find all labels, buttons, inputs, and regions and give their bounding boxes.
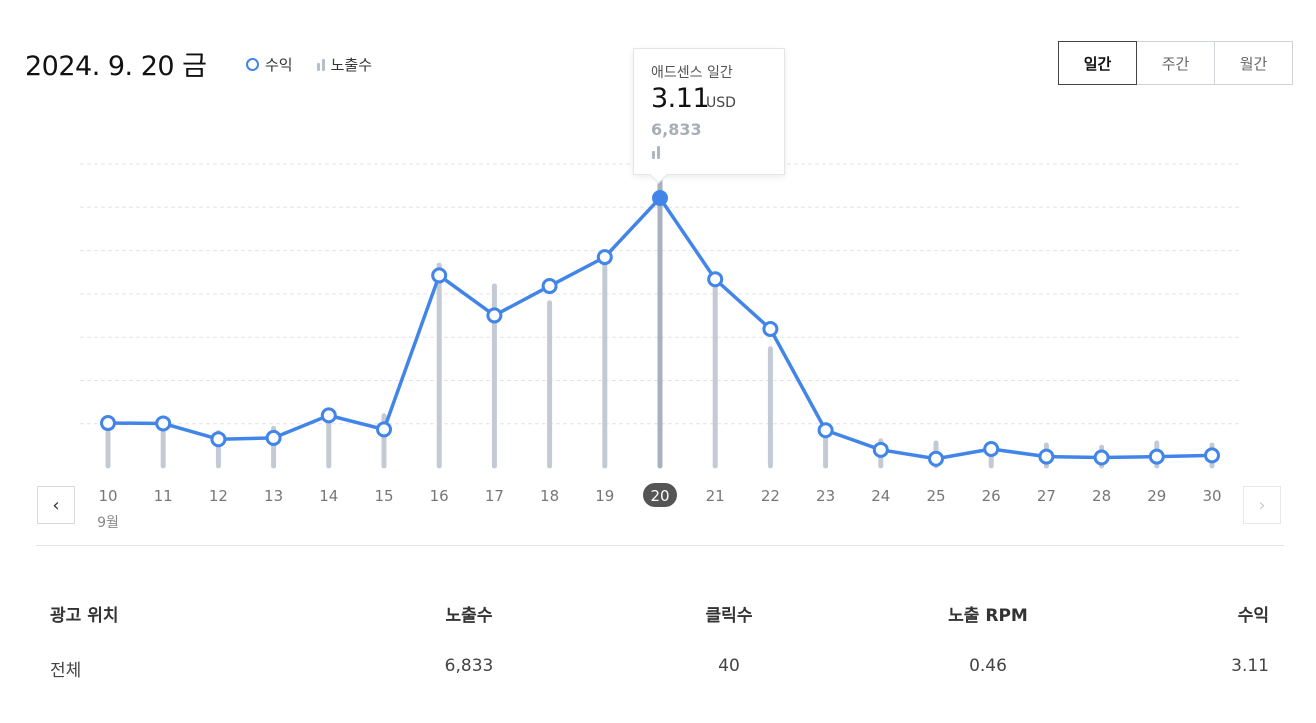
- x-tick-label: 14: [319, 487, 338, 505]
- header-placement: 광고 위치: [50, 606, 119, 626]
- revenue-point: [431, 267, 448, 284]
- revenue-point: [817, 422, 834, 439]
- tooltip-unit: USD: [706, 95, 736, 111]
- x-tick-label: 17: [485, 487, 504, 505]
- selected-day-badge: [643, 483, 677, 507]
- revenue-point: [1204, 447, 1220, 464]
- impressions-icon: [652, 146, 660, 159]
- x-tick-label: 25: [926, 487, 945, 505]
- x-tick-label: 30: [1202, 487, 1221, 505]
- revenue-point: [1148, 448, 1165, 465]
- revenue-legend-icon: [246, 58, 259, 71]
- revenue-point: [541, 278, 558, 295]
- tooltip-impressions: 6,833: [651, 120, 702, 139]
- revenue-point: [707, 271, 724, 288]
- revenue-point-selected: [652, 190, 668, 206]
- revenue-chart: 10 11 12 13 14 15 16 17 18 19 20 21 22 23 24 25 26 27 28 29…: [80, 163, 1240, 531]
- x-tick-label: 10: [98, 487, 117, 505]
- cell-clicks: 40: [718, 656, 740, 676]
- tab-daily[interactable]: 일간: [1058, 41, 1137, 85]
- x-tick-label: 23: [816, 487, 835, 505]
- revenue-point: [596, 249, 613, 266]
- x-tick-label: 28: [1092, 487, 1111, 505]
- x-tick-label: 27: [1037, 487, 1056, 505]
- header-impressions: 노출수: [445, 606, 493, 626]
- revenue-point: [1038, 448, 1055, 465]
- tooltip-value: 3.11: [651, 83, 710, 114]
- tooltip-title: 애드센스 일간: [651, 65, 733, 81]
- revenue-point: [265, 429, 282, 446]
- cell-revenue: 3.11: [1231, 656, 1269, 676]
- header-clicks: 클릭수: [705, 606, 753, 626]
- divider: [36, 545, 1284, 546]
- header-revenue: 수익: [1237, 606, 1269, 626]
- revenue-point: [320, 407, 337, 424]
- tab-weekly[interactable]: 주간: [1136, 41, 1215, 85]
- cell-placement: 전체: [50, 661, 82, 681]
- revenue-point: [486, 307, 503, 324]
- chart-tooltip: 애드센스 일간 3.11 USD 6,833: [633, 48, 785, 184]
- x-tick-label: 29: [1147, 487, 1166, 505]
- header-rpm: 노출 RPM: [948, 606, 1028, 626]
- x-tick-label: 22: [761, 487, 780, 505]
- x-tick-label: 12: [209, 487, 228, 505]
- prev-period-button[interactable]: ‹: [37, 486, 75, 524]
- revenue-point: [983, 440, 1000, 457]
- revenue-legend-label: 수익: [265, 56, 293, 74]
- x-tick-label: 24: [871, 487, 890, 505]
- chevron-right-icon: ›: [1258, 494, 1266, 516]
- revenue-point: [872, 441, 889, 458]
- cell-rpm: 0.46: [969, 656, 1007, 676]
- revenue-point: [210, 431, 227, 448]
- x-tick-label: 18: [540, 487, 559, 505]
- date-title: 2024. 9. 20 금: [25, 51, 207, 82]
- revenue-point: [376, 421, 392, 438]
- impressions-legend-icon: [316, 58, 325, 71]
- revenue-point: [1093, 449, 1110, 466]
- x-tick-label: 26: [982, 487, 1001, 505]
- revenue-point: [762, 321, 779, 338]
- period-selector: 일간 주간 월간: [1058, 41, 1293, 85]
- revenue-point: [100, 415, 116, 432]
- cell-impressions: 6,833: [444, 656, 494, 676]
- x-tick-label: 16: [430, 487, 449, 505]
- tab-monthly[interactable]: 월간: [1214, 41, 1293, 85]
- impressions-legend-label: 노출수: [330, 56, 373, 74]
- x-tick-label: 21: [706, 487, 725, 505]
- revenue-point: [155, 415, 172, 432]
- next-period-button[interactable]: ›: [1243, 486, 1281, 524]
- chart-legend: 수익 노출수: [246, 54, 372, 75]
- revenue-point: [928, 450, 944, 467]
- month-label: 9월: [97, 515, 119, 531]
- x-tick-label: 11: [154, 487, 173, 505]
- x-tick-label: 19: [595, 487, 614, 505]
- x-tick-label: 15: [374, 487, 393, 505]
- x-tick-label: 13: [264, 487, 283, 505]
- chevron-left-icon: ‹: [52, 494, 60, 516]
- x-tick-label: 20: [650, 487, 669, 505]
